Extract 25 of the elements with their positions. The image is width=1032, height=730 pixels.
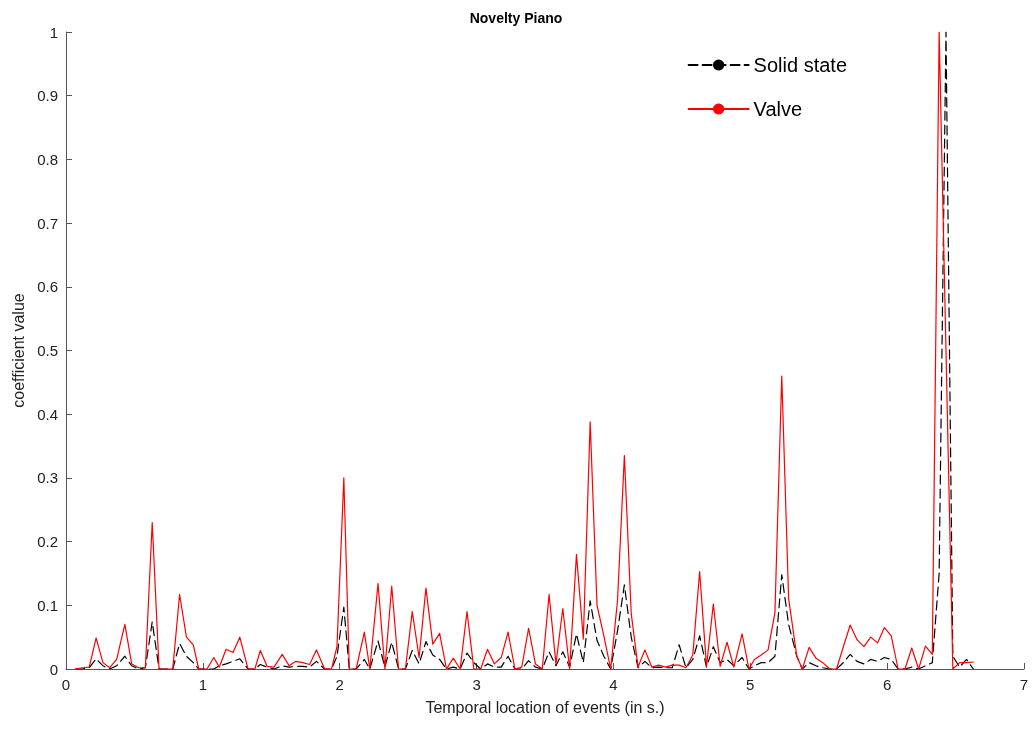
y-tick-label: 0.8 [37,150,58,168]
y-tick-label: 0.9 [37,87,58,105]
x-tick-label: 4 [609,676,618,693]
x-axis-title: Temporal location of events (in s.) [425,698,665,716]
y-tick-label: 0.7 [37,214,58,232]
y-tick-label: 0.5 [37,342,58,359]
y-tick-label: 1 [49,23,58,41]
x-tick-label: 3 [472,676,481,693]
x-tick-label: 0 [61,676,71,693]
y-tick-label: 0.6 [37,278,58,296]
y-tick-label: 0.1 [37,596,58,614]
x-tick-label: 5 [746,676,755,693]
x-tick-label: 7 [1019,676,1029,693]
legend-label: Solid state [753,54,847,76]
x-tick-label: 2 [335,676,344,693]
y-axis-title: coefficient value [9,293,27,408]
legend-label: Valve [753,98,803,120]
x-tick-label: 1 [198,676,208,693]
x-tick-label: 6 [882,676,892,693]
y-tick-label: 0.2 [37,533,58,551]
y-tick-label: 0 [49,660,58,678]
chart-title: Novelty Piano [469,10,563,26]
y-tick-label: 0.3 [37,469,58,487]
line-series [74,31,974,670]
y-tick-label: 0.4 [37,405,58,423]
